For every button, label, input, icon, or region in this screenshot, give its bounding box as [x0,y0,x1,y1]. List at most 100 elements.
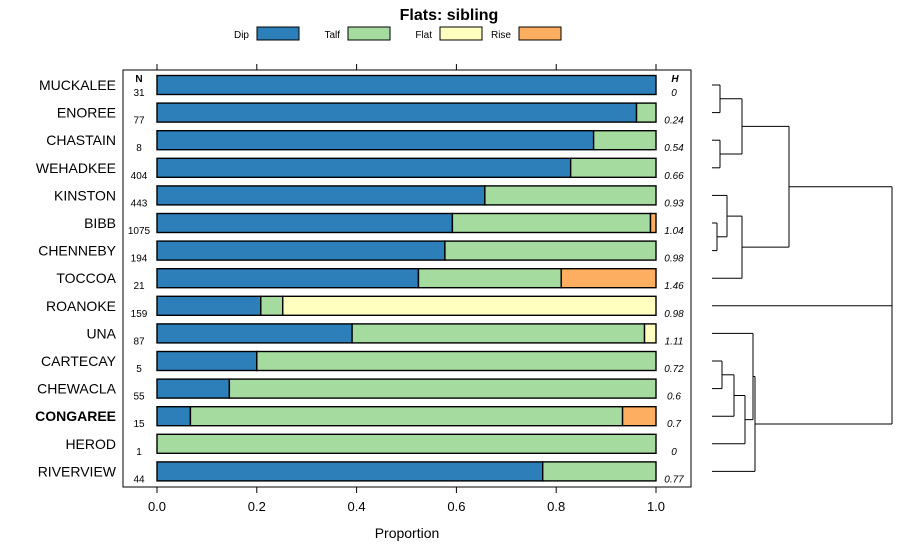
row-label: ROANOKE [46,298,116,314]
row-cartecay: CARTECAY 5 0.72 [41,350,684,375]
row-chastain: CHASTAIN 8 0.54 [46,129,684,154]
bar-segment-rise [649,212,657,234]
bar-rows: MUCKALEE 31 0 ENOREE 77 0.24 CHASTAIN 8 0.54 WEHA… [35,74,684,485]
row-h-value: 0.98 [664,309,684,320]
row-n-value: 5 [136,364,142,375]
row-label: CARTECAY [41,353,117,369]
bar-segment-talf [256,350,657,372]
x-tick-label: 0.4 [348,499,366,514]
bar-segment-talf [542,461,657,482]
bar-segment-flat [643,323,657,344]
row-label: CHASTAIN [46,132,116,148]
dendrogram [712,84,893,472]
row-una: UNA 87 1.11 [86,323,683,347]
bar-segment-dip [156,323,353,344]
bar-segment-dip [156,406,192,427]
bar-segment-talf [451,212,652,234]
bar-segment-talf [351,323,646,344]
bar-segment-dip [156,378,231,399]
row-label: UNA [86,325,116,341]
row-n-value: 443 [131,198,148,209]
bar-segment-dip [156,74,657,96]
bar-segment-dip [156,157,572,179]
row-n-value: 55 [133,392,145,403]
row-n-value: 1 [136,447,142,458]
legend-item-rise: Rise [491,26,562,41]
bar-segment-dip [156,461,544,482]
row-h-value: 0.66 [664,171,684,182]
row-h-value: 1.04 [664,226,684,237]
legend-label: Flat [415,30,432,41]
row-n-value: 21 [133,281,145,292]
row-label: RIVERVIEW [38,463,117,479]
x-axis: 0.0 0.2 0.4 0.6 0.8 1.0 [148,487,665,514]
bar-segment-dip [156,102,638,123]
row-congaree: CONGAREE 15 0.7 [35,406,681,430]
legend-label: Talf [324,30,340,41]
row-n-value: 77 [133,116,145,127]
bar-segment-dip [156,129,595,151]
row-h-value: 0.72 [664,364,684,375]
bar-segment-flat [282,295,657,316]
row-roanoke: ROANOKE 159 0.98 [46,295,684,320]
row-h-value: 1.46 [664,281,684,292]
row-h-value: 0.7 [667,419,681,430]
bar-segment-talf [569,157,657,179]
bar-segment-talf [156,433,657,454]
row-n-value: 194 [131,254,148,265]
legend-swatch [439,26,483,41]
bar-segment-rise [560,268,657,289]
row-n-value: 404 [131,171,148,182]
row-label: CONGAREE [35,408,116,424]
row-chenneby: CHENNEBY 194 0.98 [38,240,684,265]
row-n-value: 44 [133,474,145,485]
legend-item-talf: Talf [324,26,391,41]
x-tick-label: 0.0 [148,499,166,514]
row-h-value: 0.54 [664,143,684,154]
bar-segment-talf [444,240,657,261]
bar-segment-dip [156,350,258,372]
row-n-value: 1075 [128,226,151,237]
row-label: TOCCOA [56,270,116,286]
row-label: ENOREE [57,105,116,121]
x-axis-title: Proportion [375,525,440,541]
x-tick-label: 0.8 [547,499,565,514]
bar-segment-talf [260,295,284,316]
bar-segment-dip [156,268,420,289]
row-muckalee: MUCKALEE 31 0 [39,74,677,99]
row-label: WEHADKEE [36,160,116,176]
row-label: BIBB [84,215,116,231]
bar-segment-talf [189,406,624,427]
row-h-value: 0 [671,88,677,99]
row-n-value: 159 [131,309,148,320]
bar-segment-talf [417,268,562,289]
legend-item-flat: Flat [415,26,483,41]
row-h-value: 0.98 [664,254,684,265]
row-n-value: 8 [136,143,142,154]
bar-segment-dip [156,185,486,206]
bar-segment-dip [156,295,262,316]
row-toccoa: TOCCOA 21 1.46 [56,268,684,292]
row-kinston: KINSTON 443 0.93 [54,185,684,209]
row-wehadkee: WEHADKEE 404 0.66 [36,157,684,182]
legend-swatch [347,26,391,41]
row-label: CHENNEBY [38,243,116,259]
row-h-value: 0 [671,447,677,458]
bar-segment-dip [156,212,454,234]
row-h-value: 0.6 [667,392,681,403]
bar-segment-talf [635,102,657,123]
row-label: HEROD [65,436,116,452]
legend-label: Rise [491,30,511,41]
bar-segment-rise [621,406,657,427]
bar-segment-talf [228,378,657,399]
row-label: CHEWACLA [37,381,116,397]
x-tick-label: 0.6 [447,499,465,514]
bar-segment-talf [484,185,657,206]
row-h-value: 0.93 [664,198,684,209]
legend-swatch [518,26,562,41]
row-n-value: 87 [133,336,145,347]
row-label: KINSTON [54,187,116,203]
x-tick-label: 1.0 [647,499,665,514]
legend-label: Dip [234,30,249,41]
